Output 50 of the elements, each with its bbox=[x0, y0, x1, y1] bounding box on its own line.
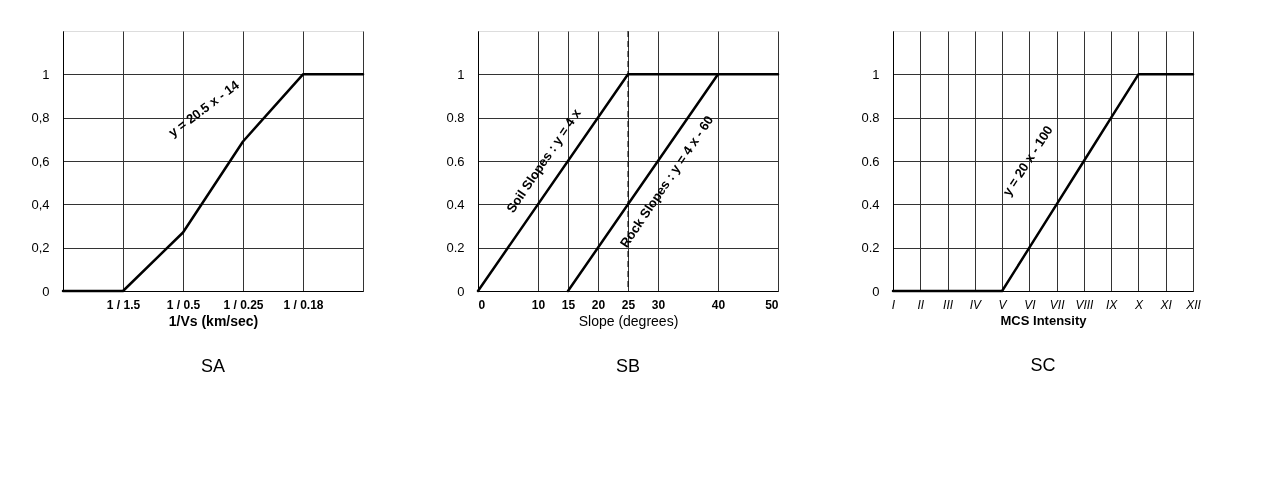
y-tick-label: 0,8 bbox=[31, 110, 50, 126]
x-tick-label: VIII bbox=[1075, 297, 1095, 312]
y-tick-label: 0.4 bbox=[446, 196, 465, 212]
y-tick-label: 0,6 bbox=[31, 153, 50, 169]
x-tick-label: 1 / 0.5 bbox=[166, 297, 201, 312]
annotation: y = 20.5 x - 14 bbox=[165, 76, 243, 140]
x-tick-label: 1 / 0.18 bbox=[283, 297, 324, 312]
y-tick-label: 0.2 bbox=[861, 240, 880, 256]
x-axis-title: Slope (degrees) bbox=[578, 312, 679, 329]
x-tick-label: IV bbox=[969, 297, 982, 312]
x-tick-label: 20 bbox=[591, 297, 606, 312]
x-tick-label: 30 bbox=[651, 297, 666, 312]
x-tick-label: X bbox=[1133, 297, 1144, 312]
y-tick-label: 0.2 bbox=[446, 240, 465, 256]
x-tick-label: 1 / 0.25 bbox=[223, 297, 264, 312]
x-tick-label: 1 / 1.5 bbox=[106, 297, 141, 312]
y-tick-label: 0 bbox=[42, 283, 50, 299]
y-tick-label: 0.4 bbox=[861, 196, 880, 212]
y-tick-label: 0.8 bbox=[446, 110, 465, 126]
x-tick-label: III bbox=[943, 297, 954, 312]
text: SB bbox=[615, 356, 641, 376]
x-tick-label: II bbox=[917, 297, 925, 312]
x-tick-label: V bbox=[998, 297, 1008, 312]
x-tick-label: IX bbox=[1106, 297, 1119, 312]
y-tick-label: 0,2 bbox=[31, 240, 50, 256]
x-tick-label: 25 bbox=[621, 297, 636, 312]
x-tick-label: VII bbox=[1049, 297, 1066, 312]
y-tick-label: 0.8 bbox=[861, 110, 880, 126]
y-tick-label: 0 bbox=[457, 283, 465, 299]
x-axis-title: MCS Intensity bbox=[1000, 312, 1088, 328]
y-tick-label: 0 bbox=[872, 283, 880, 299]
x-tick-label: 10 bbox=[531, 297, 546, 312]
x-tick-label: I bbox=[891, 297, 896, 312]
x-tick-label: 50 bbox=[765, 297, 779, 312]
y-tick-label: 0.6 bbox=[446, 153, 465, 169]
y-tick-label: 1 bbox=[42, 66, 50, 82]
x-axis-title: 1/Vs (km/sec) bbox=[168, 312, 259, 329]
y-tick-label: 1 bbox=[872, 66, 880, 82]
y-tick-label: 0.6 bbox=[861, 153, 880, 169]
x-tick-label: 0 bbox=[478, 297, 486, 312]
x-tick-label: 40 bbox=[711, 297, 726, 312]
x-tick-label: 15 bbox=[561, 297, 576, 312]
annotation: y = 20 x - 100 bbox=[999, 122, 1056, 199]
y-tick-label: 1 bbox=[457, 66, 465, 82]
y-tick-label: 0,4 bbox=[31, 196, 50, 212]
text: SA bbox=[200, 356, 226, 376]
x-tick-label: XI bbox=[1159, 297, 1173, 312]
x-tick-label: VI bbox=[1024, 297, 1037, 312]
x-tick-label: XII bbox=[1185, 297, 1202, 312]
text: SC bbox=[1030, 355, 1056, 375]
